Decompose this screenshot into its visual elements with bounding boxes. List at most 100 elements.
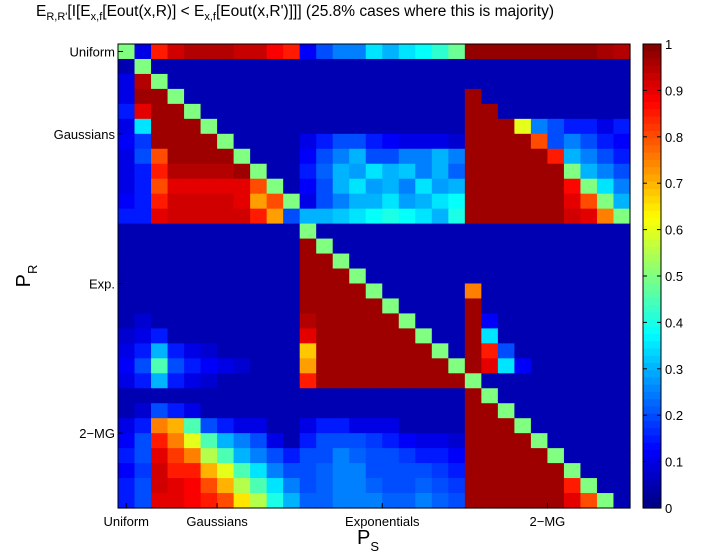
heatmap-cell (613, 88, 631, 105)
heatmap-cell (448, 283, 466, 300)
heatmap-cell (547, 178, 565, 195)
heatmap-cell (497, 328, 515, 344)
heatmap-cell (266, 448, 284, 464)
heatmap-cell (497, 88, 515, 105)
heatmap-cell (382, 493, 400, 509)
heatmap-cell (398, 58, 416, 75)
heatmap-cell (299, 298, 317, 315)
heatmap-cell (233, 73, 251, 90)
colorbar-step (643, 297, 661, 306)
heatmap-cell (415, 463, 433, 479)
heatmap-cell (398, 478, 416, 494)
heatmap-cell (184, 58, 202, 75)
heatmap-cell (217, 73, 235, 90)
y-tick-label: Exp. (89, 276, 115, 291)
heatmap-cell (431, 433, 449, 449)
heatmap-cell (563, 103, 582, 120)
heatmap-cell (547, 463, 565, 479)
heatmap-cell (200, 403, 218, 419)
heatmap-cell (332, 298, 350, 315)
heatmap-cell (431, 358, 449, 374)
heatmap-cell (266, 193, 284, 210)
heatmap-cell (382, 358, 400, 374)
heatmap-cell (217, 283, 235, 300)
colorbar-tick-label: 0.6 (665, 223, 683, 238)
heatmap-cell (415, 133, 433, 150)
heatmap-cell (497, 358, 515, 374)
heatmap-cell (184, 493, 202, 509)
heatmap-cell (283, 193, 301, 210)
heatmap-cell (514, 298, 532, 315)
heatmap-cell (530, 193, 549, 210)
heatmap-cell (151, 448, 169, 464)
heatmap-cell (398, 193, 416, 210)
heatmap-cell (530, 88, 549, 105)
heatmap-cell (167, 118, 185, 135)
heatmap-cell (514, 358, 532, 374)
heatmap-cell (497, 343, 515, 359)
heatmap-cell (266, 403, 284, 419)
heatmap-cell (134, 463, 152, 479)
heatmap-cell (283, 73, 301, 90)
colorbar-tick-label: 0.4 (665, 315, 683, 330)
heatmap-cell (596, 73, 615, 90)
heatmap-cell (184, 193, 202, 210)
heatmap-cell (431, 88, 449, 105)
heatmap-cell (547, 493, 565, 509)
heatmap-cell (167, 44, 185, 60)
heatmap-cell (530, 268, 549, 285)
heatmap-cell (316, 73, 334, 90)
heatmap-cell (349, 253, 367, 270)
colorbar-step (643, 160, 661, 168)
heatmap-cell (184, 163, 202, 180)
heatmap-cell (448, 103, 466, 120)
heatmap-cell (497, 73, 515, 90)
heatmap-cell (464, 178, 482, 195)
heatmap-cell (283, 388, 301, 404)
heatmap-cell (580, 298, 598, 315)
heatmap-cell (415, 58, 433, 75)
heatmap-cell (167, 448, 185, 464)
heatmap-cell (134, 193, 152, 210)
heatmap-cell (398, 133, 416, 150)
heatmap-cell (497, 193, 515, 210)
heatmap-cell (167, 238, 185, 255)
heatmap-cell (514, 58, 532, 75)
heatmap-cell (349, 133, 367, 150)
colorbar-step (643, 493, 661, 502)
heatmap-cell (184, 418, 202, 434)
heatmap-cell (530, 118, 549, 135)
heatmap-cell (497, 448, 515, 464)
heatmap-cell (415, 118, 433, 135)
heatmap-cell (200, 448, 218, 464)
heatmap-cell (514, 418, 532, 434)
heatmap-cell (233, 133, 251, 150)
heatmap-cell (134, 448, 152, 464)
heatmap-cell (398, 208, 416, 225)
heatmap-cell (299, 148, 317, 165)
heatmap-cell (266, 148, 284, 165)
heatmap-cell (200, 238, 218, 255)
heatmap-cell (365, 463, 383, 479)
colorbar-tick-label: 0.9 (665, 83, 683, 98)
heatmap-cell (266, 44, 284, 60)
heatmap-cell (431, 493, 449, 509)
heatmap-cell (332, 388, 350, 404)
heatmap-cell (365, 493, 383, 509)
heatmap-cell (613, 44, 631, 60)
heatmap-cell (316, 493, 334, 509)
heatmap-cell (118, 358, 136, 374)
heatmap-cell (415, 298, 433, 315)
colorbar-step (643, 196, 661, 205)
heatmap-cell (431, 403, 449, 419)
heatmap-cell (613, 478, 631, 494)
heatmap-cell (481, 343, 499, 359)
heatmap-cell (217, 88, 235, 105)
heatmap-cell (530, 223, 549, 240)
heatmap-cell (547, 238, 565, 255)
heatmap-cell (580, 433, 598, 449)
heatmap-cell (134, 103, 152, 120)
heatmap-cell (365, 178, 383, 195)
heatmap-cell (382, 44, 400, 60)
heatmap-cell (349, 478, 367, 494)
